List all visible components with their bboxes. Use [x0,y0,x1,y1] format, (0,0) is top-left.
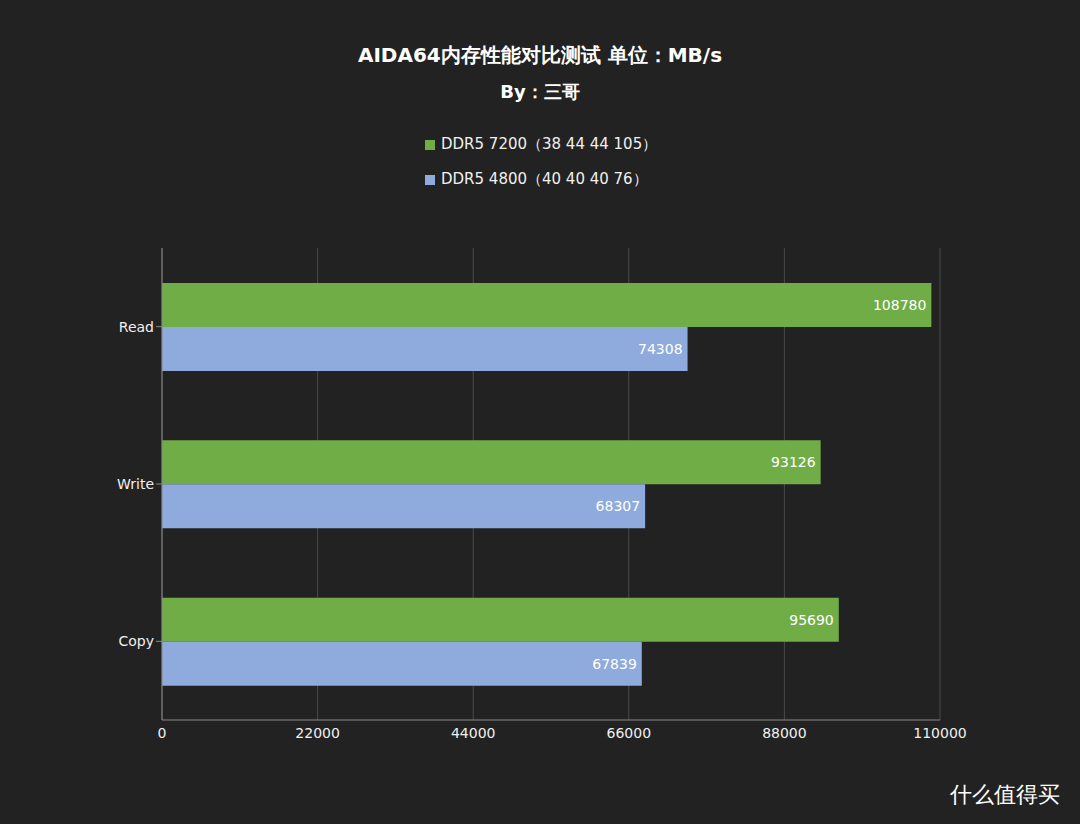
svg-text:66000: 66000 [607,725,652,741]
html-text:DDR5 7200（38 44 44 105）: DDR5 7200（38 44 44 105） [441,135,658,153]
svg-text:108780: 108780 [873,297,926,313]
svg-text:88000: 88000 [762,725,807,741]
svg-text:93126: 93126 [771,454,816,470]
html-text:DDR5 4800（40 40 40 76）: DDR5 4800（40 40 40 76） [441,170,648,188]
svg-text:74308: 74308 [638,341,683,357]
svg-text:Copy: Copy [118,633,154,649]
svg-text:Read: Read [119,319,154,335]
svg-text:Write: Write [117,476,154,492]
svg-text:95690: 95690 [789,612,834,628]
html-text:AIDA64内存性能对比测试 单位：MB/s: AIDA64内存性能对比测试 单位：MB/s [357,43,723,67]
svg-text:22000: 22000 [295,725,340,741]
svg-text:110000: 110000 [913,725,966,741]
svg-text:0: 0 [158,725,167,741]
html-text:什么值得买: 什么值得买 [950,782,1060,807]
svg-text:44000: 44000 [451,725,496,741]
svg-text:68307: 68307 [596,498,641,514]
svg-text:67839: 67839 [592,656,637,672]
html-text:By：三哥: By：三哥 [500,81,580,102]
